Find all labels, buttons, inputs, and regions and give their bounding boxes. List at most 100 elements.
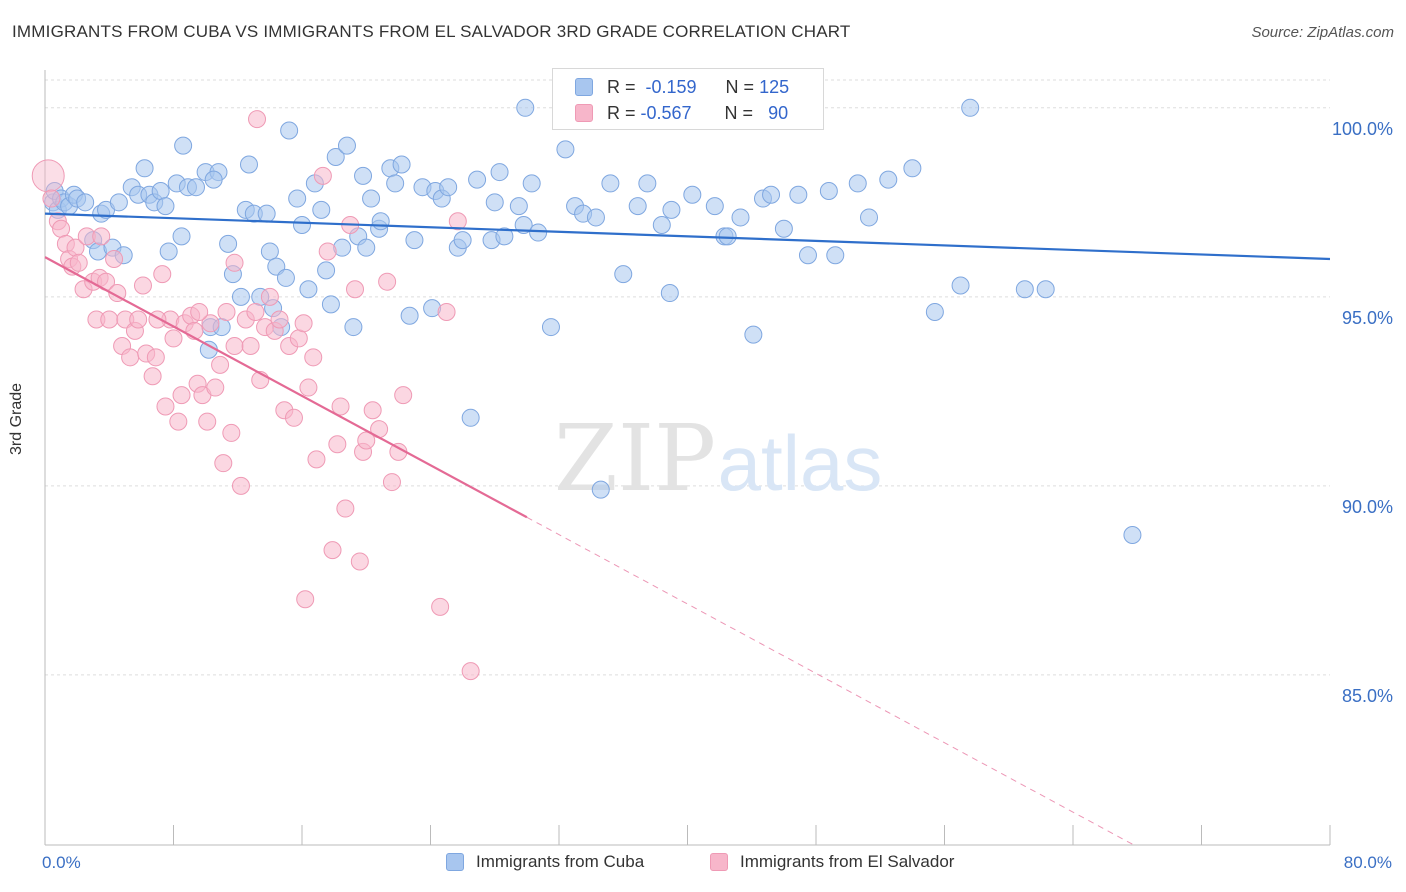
cuba-point	[762, 185, 781, 204]
cuba-point	[879, 170, 898, 189]
cuba-point	[925, 302, 944, 321]
salvador-point	[437, 302, 456, 321]
cuba-point	[485, 193, 504, 212]
salvador-point	[328, 435, 347, 454]
cuba-point	[662, 200, 681, 219]
r-label: R =	[607, 102, 636, 123]
cuba-point	[317, 261, 336, 280]
cuba-point	[135, 159, 154, 178]
stats-row-cuba: R = -0.159 N = 125	[575, 74, 789, 100]
cuba-point	[1015, 280, 1034, 299]
cuba-point	[354, 166, 373, 185]
salvador-point	[164, 329, 183, 348]
legend-item-salvador[interactable]: Immigrants from El Salvador	[710, 852, 954, 872]
salvador-point	[133, 276, 152, 295]
cuba-point	[591, 480, 610, 499]
salvador-point	[217, 302, 236, 321]
salvador-point	[336, 499, 355, 518]
salvador-point	[350, 552, 369, 571]
cuba-point	[495, 227, 514, 246]
salvador-point	[201, 314, 220, 333]
cuba-point	[601, 174, 620, 193]
cuba-point	[819, 181, 838, 200]
trend-lines	[44, 212, 1331, 846]
y-tick-labels: 85.0% 90.0% 95.0% 100.0%	[1332, 119, 1393, 706]
cuba-point	[744, 325, 763, 344]
cuba-point	[516, 98, 535, 117]
cuba-point	[344, 318, 363, 337]
cuba-point	[357, 238, 376, 257]
cuba-point	[392, 155, 411, 174]
salvador-point	[296, 590, 315, 609]
cuba-point	[951, 276, 970, 295]
cuba-point	[586, 208, 605, 227]
cuba-point	[362, 189, 381, 208]
cuba-point	[337, 136, 356, 155]
cuba-point	[798, 246, 817, 265]
salvador-point	[461, 662, 480, 681]
cuba-point	[257, 204, 276, 223]
chart-title: IMMIGRANTS FROM CUBA VS IMMIGRANTS FROM …	[12, 22, 851, 41]
salvador-point	[284, 408, 303, 427]
grid-lines	[45, 79, 1330, 676]
cuba-point	[628, 197, 647, 216]
cuba-point	[204, 170, 223, 189]
y-tick-label: 90.0%	[1342, 497, 1393, 517]
cuba-point	[321, 295, 340, 314]
cuba-point	[903, 159, 922, 178]
stats-legend-box: R = -0.159 N = 125 R = -0.567 N = 90	[552, 68, 824, 130]
cuba-point	[151, 181, 170, 200]
trend-line-solid-1	[44, 256, 528, 519]
series-legend: Immigrants from Cuba Immigrants from El …	[0, 852, 1406, 878]
cuba-point	[172, 227, 191, 246]
cuba-point	[76, 193, 95, 212]
y-tick-label: 85.0%	[1342, 686, 1393, 706]
salvador-point	[42, 189, 61, 208]
salvador-point	[146, 348, 165, 367]
cuba-point	[159, 242, 178, 261]
legend-label-cuba: Immigrants from Cuba	[476, 852, 645, 871]
salvador-point	[318, 242, 337, 261]
salvador-point	[190, 302, 209, 321]
salvador-point	[346, 280, 365, 299]
source-label: Source: ZipAtlas.com	[1251, 24, 1394, 41]
salvador-point	[69, 253, 88, 272]
salvador-point	[363, 401, 382, 420]
salvador-point	[231, 476, 250, 495]
cuba-point	[718, 227, 737, 246]
salvador-point	[323, 541, 342, 560]
cuba-point	[312, 200, 331, 219]
cuba-point	[848, 174, 867, 193]
salvador-point	[289, 329, 308, 348]
salvador-point	[270, 310, 289, 329]
cuba-point	[186, 178, 205, 197]
cuba-point	[231, 287, 250, 306]
y-tick-label: 95.0%	[1342, 308, 1393, 328]
cuba-point	[683, 185, 702, 204]
salvador-point	[172, 386, 191, 405]
salvador-point	[100, 310, 119, 329]
n-label: N =	[725, 76, 755, 97]
cuba-point	[789, 185, 808, 204]
cuba-point	[239, 155, 258, 174]
n-label: N =	[724, 102, 754, 123]
cuba-swatch	[575, 78, 593, 96]
salvador-point	[304, 348, 323, 367]
salvador-point	[129, 310, 148, 329]
cuba-point	[174, 136, 193, 155]
salvador-point	[92, 227, 111, 246]
salvador-legend-swatch	[710, 853, 728, 871]
cuba-point	[614, 265, 633, 284]
cuba-point	[156, 197, 175, 216]
r-label: R =	[607, 76, 636, 97]
cuba-point	[109, 193, 128, 212]
x-tick-label-min: 0.0%	[42, 853, 81, 872]
n-value: 125	[759, 76, 790, 97]
cuba-point	[514, 216, 533, 234]
cuba-point	[288, 189, 307, 208]
salvador-point	[378, 272, 397, 291]
salvador-point	[313, 166, 332, 185]
cuba-point	[826, 246, 845, 265]
legend-item-cuba[interactable]: Immigrants from Cuba	[446, 852, 644, 872]
cuba-point	[326, 147, 345, 166]
